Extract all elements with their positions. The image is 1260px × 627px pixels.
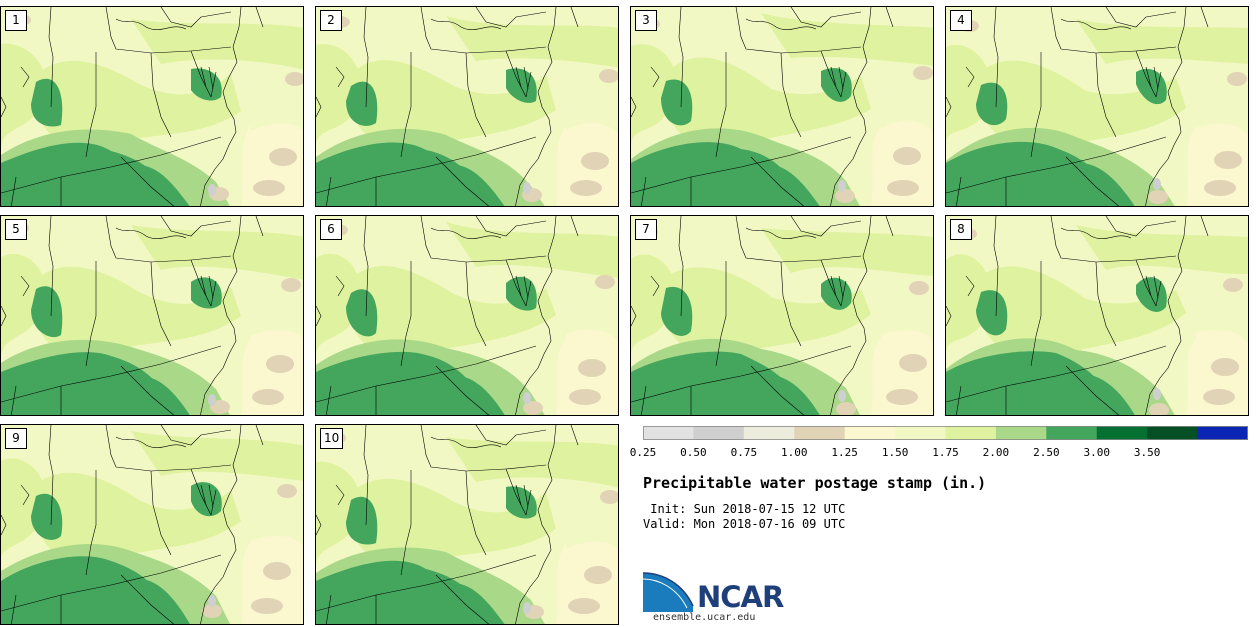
colorbar: [643, 426, 1248, 440]
logo-url: ensemble.ucar.edu: [653, 612, 756, 623]
map-panel: 2: [315, 6, 619, 207]
map-panel: 1: [0, 6, 304, 207]
colorbar-tick-label: 3.00: [1083, 446, 1111, 459]
colorbar-tick-label: 0.25: [629, 446, 657, 459]
colorbar-tick-label: 0.75: [730, 446, 758, 459]
colorbar-segment: [895, 426, 946, 440]
panel-number-label: 9: [5, 428, 27, 449]
colorbar-tick-label: 1.75: [932, 446, 959, 459]
panel-number-label: 7: [635, 219, 657, 240]
colorbar-segment: [1096, 426, 1148, 440]
map-panel: 8: [945, 215, 1249, 416]
panel-number-label: 2: [320, 10, 342, 31]
map-panel: 3: [630, 6, 934, 207]
colorbar-segment: [1147, 426, 1199, 440]
panel-number-label: 4: [950, 10, 972, 31]
colorbar-segment: [794, 426, 846, 440]
colorbar-segment: [1197, 426, 1248, 440]
ncar-logo-icon: [643, 572, 694, 612]
map-panel: 6: [315, 215, 619, 416]
colorbar-tick-label: 1.50: [881, 446, 909, 459]
colorbar-segment: [995, 426, 1047, 440]
colorbar-segment: [1046, 426, 1098, 440]
panel-number-label: 8: [950, 219, 972, 240]
panel-number-label: 1: [5, 10, 27, 31]
map-panel: 7: [630, 215, 934, 416]
colorbar-tick-label: 2.50: [1033, 446, 1060, 459]
map-panel: 5: [0, 215, 304, 416]
panel-number-label: 5: [5, 219, 27, 240]
colorbar-segment: [743, 426, 795, 440]
map-panel: 9: [0, 424, 304, 625]
init-time: Init: Sun 2018-07-15 12 UTC: [643, 502, 846, 516]
map-panel: 10: [315, 424, 619, 625]
ncar-logo-text: NCAR: [697, 580, 784, 614]
colorbar-tick-label: 2.00: [982, 446, 1010, 459]
colorbar-tick-label: 0.50: [680, 446, 707, 459]
panel-number-label: 6: [320, 219, 342, 240]
colorbar-segment: [945, 426, 997, 440]
colorbar-segment: [693, 426, 745, 440]
panel-number-label: 10: [320, 428, 344, 449]
colorbar-segment: [844, 426, 896, 440]
colorbar-tick-label: 1.25: [831, 446, 858, 459]
colorbar-segment: [643, 426, 694, 440]
map-panel: 4: [945, 6, 1249, 207]
panel-number-label: 3: [635, 10, 657, 31]
figure-title: Precipitable water postage stamp (in.): [643, 474, 987, 492]
valid-time: Valid: Mon 2018-07-16 09 UTC: [643, 517, 846, 531]
colorbar-tick-label: 3.50: [1133, 446, 1161, 459]
colorbar-tick-label: 1.00: [781, 446, 808, 459]
